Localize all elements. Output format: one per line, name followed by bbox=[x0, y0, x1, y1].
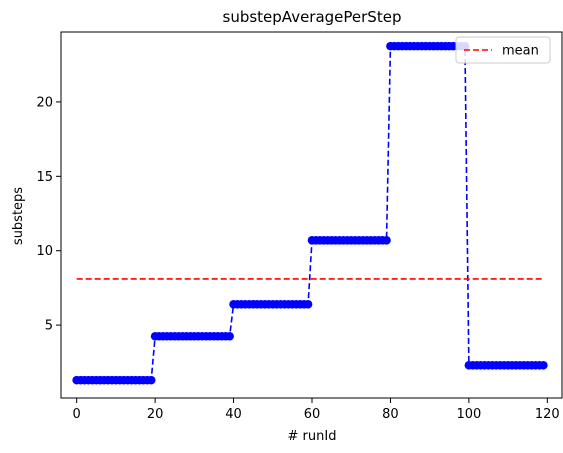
y-tick-label: 20 bbox=[36, 95, 53, 110]
x-axis-label: # runId bbox=[288, 429, 337, 444]
y-tick-label: 5 bbox=[45, 319, 53, 334]
data-point bbox=[146, 375, 156, 385]
x-tick-label: 0 bbox=[73, 407, 81, 422]
chart-title: substepAveragePerStep bbox=[223, 8, 402, 26]
data-point bbox=[225, 331, 234, 341]
plot-area bbox=[72, 41, 548, 385]
x-tick-label: 100 bbox=[456, 407, 481, 422]
x-tick-label: 40 bbox=[225, 407, 242, 422]
x-tick-label: 20 bbox=[147, 407, 164, 422]
legend: mean bbox=[455, 36, 551, 64]
y-axis-label: substeps bbox=[11, 187, 26, 245]
x-tick-label: 60 bbox=[304, 407, 321, 422]
axes-frame bbox=[60, 31, 563, 399]
step-series-line bbox=[76, 45, 544, 381]
legend-box bbox=[455, 36, 551, 64]
y-tick-label: 10 bbox=[36, 244, 53, 259]
axes: 0 20 40 60 80 100 120 5 10 15 20 bbox=[36, 31, 563, 422]
x-tick-label: 80 bbox=[382, 407, 399, 422]
data-point bbox=[303, 299, 313, 309]
data-point bbox=[382, 235, 391, 245]
x-tick-label: 120 bbox=[535, 407, 560, 422]
y-tick-label: 15 bbox=[36, 170, 53, 185]
data-point bbox=[539, 360, 548, 370]
legend-label-mean: mean bbox=[502, 44, 539, 59]
